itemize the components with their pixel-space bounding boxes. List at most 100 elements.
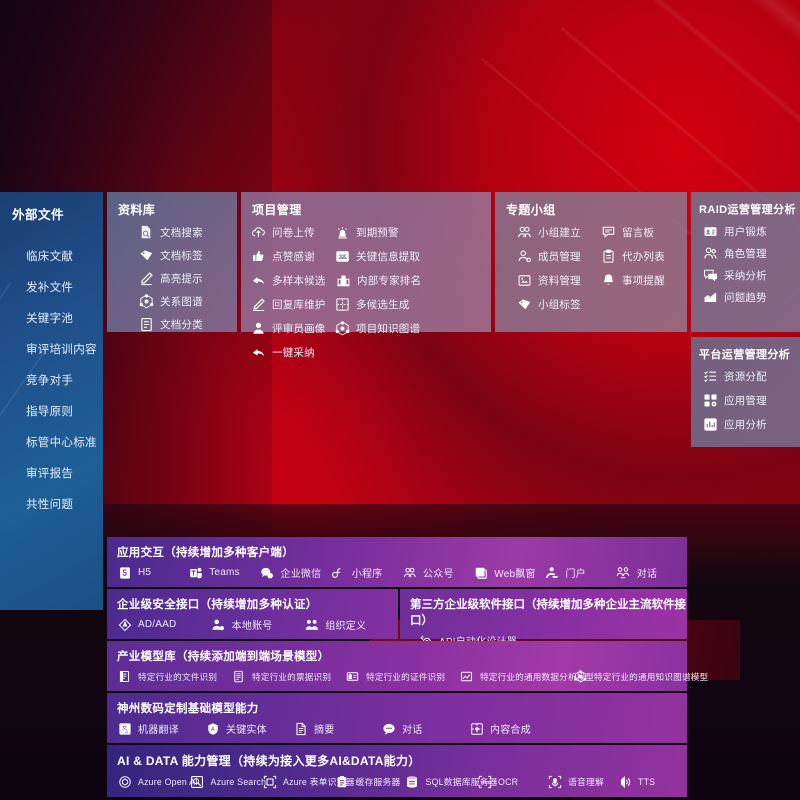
alarm-light-icon	[335, 225, 350, 240]
sidebar-item-standards-center[interactable]: 标管中心标准	[26, 436, 97, 449]
app-interaction-bar: 应用交互（持续增加多种客户端） H5 Teams 企业微信 小程序 公众号	[107, 537, 687, 587]
industry-model-item-label: 特定行业的通用数据分析模型	[480, 671, 595, 682]
sidebar-item-review-report[interactable]: 审评报告	[26, 467, 74, 480]
team-item-reminder[interactable]: 事项提醒	[601, 273, 685, 288]
clipboard-icon	[601, 249, 616, 264]
team-item-create-group[interactable]: 小组建立	[517, 225, 601, 240]
project-item-multi-sample-candidate[interactable]: 多样本候选	[251, 273, 336, 288]
app-interaction-item-miniprogram[interactable]: 小程序	[331, 565, 402, 580]
qa-chat-icon	[703, 268, 718, 283]
team-item-label: 成员管理	[538, 251, 581, 263]
platform-item-label: 应用分析	[724, 419, 767, 431]
platform-item-app-analysis[interactable]: 应用分析	[703, 417, 800, 432]
industry-model-item-data-analysis[interactable]: 特定行业的通用数据分析模型	[459, 669, 594, 684]
app-interaction-item-wecom[interactable]: 企业微信	[260, 565, 331, 580]
base-model-item-content-synthesis[interactable]: 内容合成	[469, 721, 557, 736]
app-interaction-item-dialog[interactable]: 对话	[616, 565, 687, 580]
app-interaction-item-portal[interactable]: 门户	[545, 565, 616, 580]
app-interaction-item-teams[interactable]: Teams	[188, 565, 259, 580]
industry-model-item-knowledge-graph[interactable]: 特定行业的通用知识图谱模型	[573, 669, 708, 684]
team-item-label: 小组建立	[538, 227, 581, 239]
ai-data-item-cache-server[interactable]: 缓存服务器	[335, 774, 405, 789]
project-item-key-info-extract[interactable]: 关键信息提取	[335, 249, 420, 264]
trend-chart-icon	[703, 290, 718, 305]
tag-icon	[139, 248, 154, 263]
ai-data-item-label: Azure Open AI	[138, 776, 198, 787]
project-item-one-click-adopt[interactable]: 一键采纳	[251, 345, 336, 360]
ai-data-item-speech[interactable]: 语音理解	[547, 774, 617, 789]
library-item-relation-graph[interactable]: 关系图谱	[139, 294, 237, 309]
security-item-local-account[interactable]: 本地账号	[211, 617, 305, 632]
industry-model-item-file-recognition[interactable]: 特定行业的文件识别	[117, 669, 231, 684]
project-item-questionnaire-upload[interactable]: 问卷上传	[251, 225, 335, 240]
library-item-highlight[interactable]: 高亮提示	[139, 271, 237, 286]
sidebar-item-supplement-docs[interactable]: 发补文件	[26, 281, 74, 294]
project-item-thumbs-thanks[interactable]: 点赞感谢	[251, 249, 335, 264]
library-item-doc-category[interactable]: 文档分类	[139, 317, 237, 332]
platform-item-label: 应用管理	[724, 395, 767, 407]
svg-text:OCR: OCR	[480, 780, 491, 786]
ai-data-item-sql-server[interactable]: SQL数据库服务器	[405, 774, 497, 789]
industry-model-item-id-recognition[interactable]: 特定行业的证件识别	[345, 669, 459, 684]
ai-data-item-azure-openai[interactable]: Azure Open AI	[117, 774, 198, 789]
raid-item-adoption-analysis[interactable]: 采纳分析	[703, 268, 800, 283]
team-item-group-tag[interactable]: 小组标签	[517, 297, 601, 312]
project-item-reply-library[interactable]: 回复库维护	[251, 297, 335, 312]
app-interaction-item-label: 公众号	[423, 569, 454, 580]
raid-item-issue-trend[interactable]: 问题趋势	[703, 290, 800, 305]
team-title: 专题小组	[506, 203, 556, 217]
third-party-interface-bar: 第三方企业级软件接口（持续增加多种企业主流软件接口） API自动化设计器	[400, 589, 687, 648]
project-item-knowledge-graph[interactable]: 项目知识图谱	[335, 321, 420, 336]
platform-item-app-management[interactable]: 应用管理	[703, 393, 800, 408]
portal-icon	[545, 565, 560, 580]
raid-item-user-training[interactable]: 用户锻炼	[703, 224, 800, 239]
industry-model-item-receipt-recognition[interactable]: 特定行业的票据识别	[231, 669, 345, 684]
security-item-ad-aad[interactable]: AD/AAD	[117, 617, 211, 632]
team-item-grid: 小组建立 留言板 成员管理 代办列表 资料管理 事项提醒	[495, 218, 687, 321]
ai-data-item-azure-search[interactable]: Azure Search	[190, 774, 266, 789]
project-item-multi-candidate-gen[interactable]: 多候选生成	[335, 297, 420, 312]
svg-text:文: 文	[121, 723, 127, 731]
sidebar-item-review-training[interactable]: 审评培训内容	[26, 343, 97, 356]
security-item-org-define[interactable]: 组织定义	[304, 617, 398, 632]
project-item-reviewer-profile[interactable]: 评审员画像	[251, 321, 335, 336]
app-interaction-item-h5[interactable]: H5	[117, 565, 188, 580]
project-item-expert-ranking[interactable]: 内部专家排名	[336, 273, 421, 288]
library-item-doc-tag[interactable]: 文档标签	[139, 248, 237, 263]
sidebar-item-common-issues[interactable]: 共性问题	[26, 498, 74, 511]
project-item-label: 一键采纳	[272, 347, 315, 359]
ai-data-item-tts[interactable]: TTS	[617, 774, 687, 789]
base-model-item-summary[interactable]: 摘要	[293, 721, 381, 736]
industry-model-item-label: 特定行业的票据识别	[252, 671, 332, 682]
app-interaction-item-web-popup[interactable]: Web飘窗	[473, 565, 544, 580]
team-item-message-board[interactable]: 留言板	[601, 225, 685, 240]
base-model-item-entity[interactable]: A 关键实体	[205, 721, 293, 736]
person-profile-icon	[251, 321, 266, 336]
platform-item-resource-allocation[interactable]: 资源分配	[703, 369, 800, 384]
platform-analysis-panel: 平台运营管理分析 资源分配 应用管理 应用分析	[691, 337, 800, 447]
library-title: 资料库	[118, 203, 156, 217]
sidebar-item-keyword-pool[interactable]: 关键字池	[26, 312, 74, 325]
ai-data-item-form-recognizer[interactable]: Azure 表单识别器	[262, 774, 354, 789]
team-item-todo-list[interactable]: 代办列表	[601, 249, 685, 264]
team-item-member-management[interactable]: 成员管理	[517, 249, 601, 264]
ai-data-item-label: Azure Search	[210, 776, 267, 787]
project-item-grid: 问卷上传 到期预警 点赞感谢 关键信息提取 多样本候选 内部专家排名	[241, 218, 491, 369]
ai-data-item-ocr[interactable]: OCR OCR	[477, 774, 547, 789]
project-item-label: 到期预警	[356, 227, 399, 239]
raid-item-role-management[interactable]: 角色管理	[703, 246, 800, 261]
sidebar-item-competitors[interactable]: 竞争对手	[26, 374, 74, 387]
summary-doc-icon	[293, 721, 308, 736]
sidebar-title: 外部文件	[12, 208, 65, 222]
sidebar-item-clinical-literature[interactable]: 临床文献	[26, 250, 74, 263]
library-item-doc-search[interactable]: 文档搜索	[139, 225, 237, 240]
team-item-material-management[interactable]: 资料管理	[517, 273, 601, 288]
app-interaction-item-label: Web飘窗	[494, 569, 536, 580]
app-interaction-item-official-account[interactable]: 公众号	[402, 565, 473, 580]
project-item-expiry-alert[interactable]: 到期预警	[335, 225, 420, 240]
apps-gear-icon	[703, 393, 718, 408]
base-model-item-dialog[interactable]: 对话	[381, 721, 469, 736]
sidebar-item-guidelines[interactable]: 指导原则	[26, 405, 74, 418]
